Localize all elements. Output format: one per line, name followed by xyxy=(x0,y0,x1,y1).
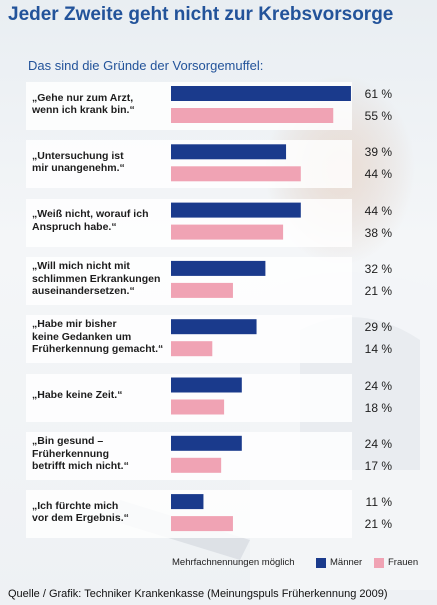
reason-label-line: „Weiß nicht, worauf ich xyxy=(32,208,149,221)
reason-label-line: keine Gedanken um xyxy=(32,330,132,343)
legend-note: Mehrfachnennungen möglich xyxy=(172,557,295,568)
value-label-frauen: 38 % xyxy=(364,225,392,240)
reason-label-line: „Untersuchung ist xyxy=(32,149,124,162)
value-label-frauen: 44 % xyxy=(364,167,392,182)
bar-maenner xyxy=(171,494,204,510)
reason-label: „Weiß nicht, worauf ich Anspruch habe.“ xyxy=(32,208,172,233)
reason-label: „Habe mir bisher keine Gedanken um Früherk… xyxy=(32,318,172,356)
reason-label-line: Anspruch habe.“ xyxy=(32,220,117,233)
value-label-frauen: 55 % xyxy=(364,109,392,123)
value-label-maenner: 32 % xyxy=(364,261,392,276)
bar-frauen xyxy=(171,399,225,415)
value-label-maenner: 11 % xyxy=(365,495,392,510)
bar-frauen xyxy=(171,224,284,240)
value-label-frauen: 21 % xyxy=(364,283,392,298)
reason-label: „Bin gesund – Früherkennung betrifft mich … xyxy=(32,435,172,473)
reason-label-line: „Will mich nicht mit xyxy=(32,260,130,273)
value-label-maenner: 61 % xyxy=(364,87,392,101)
value-label-frauen: 18 % xyxy=(364,400,392,415)
bar-frauen xyxy=(171,516,233,532)
bar-frauen xyxy=(171,457,222,473)
reason-label-line: mir unangenehm.“ xyxy=(32,162,125,175)
bar-frauen xyxy=(171,108,334,123)
reason-label-line: „Gehe nur zum Arzt, xyxy=(32,91,134,104)
legend-label-maenner: Männer xyxy=(330,557,363,568)
reason-label-line: wenn ich krank bin.“ xyxy=(32,104,135,116)
reason-label: „Gehe nur zum Arzt, wenn ich krank bin.“ xyxy=(32,92,172,117)
legend-label-frauen: Frauen xyxy=(388,557,419,568)
legend-swatch-maenner xyxy=(316,558,326,568)
bar-maenner xyxy=(171,86,351,101)
reason-label-line: schlimmen Erkrankungen xyxy=(32,272,161,285)
chart-subtitle: Das sind die Gründe der Vorsorgemuffel: xyxy=(28,58,264,73)
bar-maenner xyxy=(171,260,266,276)
bar-maenner xyxy=(171,202,301,218)
reason-label-line: betrifft mich nicht.“ xyxy=(32,460,129,473)
value-label-maenner: 29 % xyxy=(364,320,392,335)
value-label-frauen: 21 % xyxy=(364,517,392,532)
value-label-maenner: 24 % xyxy=(364,436,392,451)
reason-label: „Habe keine Zeit.“ xyxy=(32,389,172,402)
bar-maenner xyxy=(171,319,257,335)
page-title: Jeder Zweite geht nicht zur Krebsvorsorg… xyxy=(8,4,394,25)
reason-label-line: „Bin gesund – xyxy=(32,435,104,448)
bar-maenner xyxy=(171,377,242,393)
value-label-maenner: 39 % xyxy=(364,145,392,160)
value-label-frauen: 14 % xyxy=(364,342,392,357)
reason-label: „Untersuchung ist mir unangenehm.“ xyxy=(32,150,172,175)
bar-maenner xyxy=(171,144,287,160)
reason-label-line: Früherkennung gemacht.“ xyxy=(32,343,164,356)
source-credit: Quelle / Grafik: Techniker Krankenkasse … xyxy=(8,588,388,600)
bar-frauen xyxy=(171,166,301,182)
reason-label: „Ich fürchte mich vor dem Ergebnis.“ xyxy=(32,500,172,525)
reason-label-line: auseinandersetzen.“ xyxy=(32,285,135,298)
reason-label: „Will mich nicht mit schlimmen Erkrankung… xyxy=(32,260,172,298)
value-label-maenner: 24 % xyxy=(364,378,392,393)
bar-frauen xyxy=(171,282,233,298)
reason-label-line: „Habe mir bisher xyxy=(32,318,117,331)
bar-maenner xyxy=(171,435,242,451)
reason-label-line: „Ich fürchte mich xyxy=(32,499,119,512)
value-label-maenner: 44 % xyxy=(364,203,392,218)
bar-frauen xyxy=(171,341,213,357)
reason-label-line: „Habe keine Zeit.“ xyxy=(32,389,123,402)
reason-label-line: Früherkennung xyxy=(32,447,110,460)
legend-swatch-frauen xyxy=(374,558,384,568)
value-label-frauen: 17 % xyxy=(364,458,392,473)
reason-label-line: vor dem Ergebnis.“ xyxy=(32,512,129,525)
